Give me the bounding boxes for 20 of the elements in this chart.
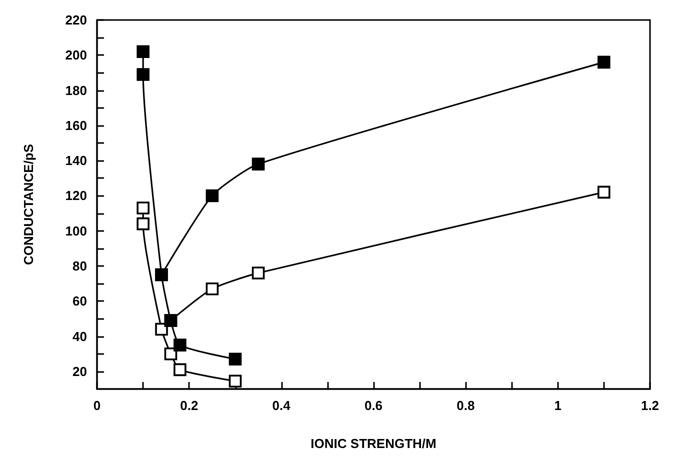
y-tick-label: 40 (72, 328, 87, 344)
y-tick-label: 20 (72, 364, 87, 379)
y-tick-label: 180 (65, 82, 87, 98)
y-tick-label: 100 (65, 223, 87, 238)
y-tick-label: 60 (72, 294, 87, 309)
x-tick-label: 0 (93, 398, 101, 413)
x-tick-label: 0.4 (272, 398, 292, 413)
x-tick-label: 1 (554, 398, 562, 413)
x-tick-label: 0.6 (364, 398, 383, 413)
y-tick-label: 160 (65, 118, 87, 133)
x-tick-label: 1.2 (640, 398, 660, 413)
y-tick-label: 200 (65, 48, 87, 63)
y-tick-label: 220 (65, 12, 87, 28)
x-axis-title: IONIC STRENGTH/M (310, 436, 436, 451)
y-axis-title: CONDUCTANCE/pS (21, 144, 36, 266)
y-tick-label: 140 (65, 153, 87, 168)
y-tick-label: 80 (72, 258, 87, 274)
x-tick-label: 0.2 (180, 398, 198, 413)
y-tick-label: 120 (65, 188, 87, 204)
x-tick-label: 0.8 (456, 398, 475, 413)
